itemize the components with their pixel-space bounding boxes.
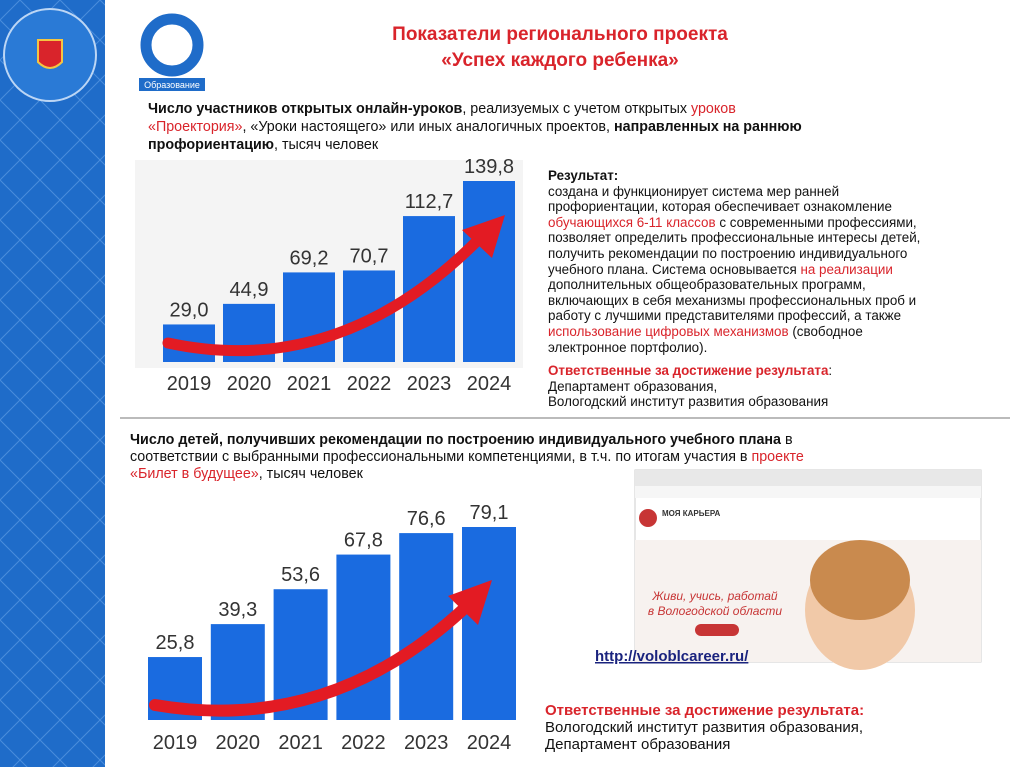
arrow-head bbox=[462, 215, 505, 258]
text: соответствии с выбранными профессиональн… bbox=[130, 449, 752, 465]
text: электронное портфолио). bbox=[548, 339, 708, 355]
value-label: 25,8 bbox=[156, 632, 195, 654]
heading: Ответственные за достижение результата: bbox=[545, 702, 865, 719]
arrow-head bbox=[448, 580, 492, 625]
value-label: 53,6 bbox=[281, 564, 320, 586]
x-tick-label: 2024 bbox=[467, 732, 512, 754]
text: проекте bbox=[751, 449, 804, 465]
text: направленных на раннюю bbox=[613, 119, 802, 135]
text: на реализации bbox=[800, 261, 893, 277]
brand: МОЯ КАРЬЕРА bbox=[662, 509, 720, 518]
x-tick-label: 2023 bbox=[404, 732, 449, 754]
text: Вологодский институт развития образовани… bbox=[545, 719, 864, 736]
x-tick-label: 2019 bbox=[167, 373, 212, 395]
block2-text: Число детей, получивших рекомендации по … bbox=[130, 432, 804, 483]
value-label: 39,3 bbox=[218, 599, 257, 621]
x-tick-label: 2022 bbox=[347, 373, 392, 395]
x-tick-label: 2021 bbox=[287, 373, 332, 395]
logo-ring bbox=[140, 13, 204, 77]
text: : bbox=[828, 363, 833, 379]
x-tick-label: 2019 bbox=[153, 732, 198, 754]
bar bbox=[463, 181, 515, 362]
text: создана и функционирует система мер ранн… bbox=[548, 183, 840, 199]
arrow bbox=[162, 232, 486, 357]
bar bbox=[462, 527, 516, 720]
website-screenshot bbox=[634, 469, 982, 670]
text: , «Уроки настоящего» или иных аналогичны… bbox=[242, 119, 614, 135]
x-tick-label: 2024 bbox=[467, 373, 512, 395]
x-tick-label: 2020 bbox=[216, 732, 261, 754]
sidebar-pattern bbox=[0, 0, 105, 767]
text: в bbox=[780, 432, 793, 448]
value-label: 79,1 bbox=[470, 502, 509, 524]
arrow bbox=[149, 599, 474, 717]
text: с современными профессиями, bbox=[715, 214, 917, 230]
block2-responsible: Ответственные за достижение результата: … bbox=[545, 702, 864, 753]
text: Вологодский институт развития образовани… bbox=[548, 394, 829, 410]
text: Департамент образования, bbox=[548, 378, 718, 394]
x-tick-label: 2021 bbox=[278, 732, 323, 754]
logo-label-bg bbox=[139, 78, 205, 91]
x-tick-label: 2023 bbox=[407, 373, 452, 395]
text: Число детей, получивших рекомендации по … bbox=[130, 432, 781, 448]
emblem-shield bbox=[37, 39, 63, 69]
value-label: 29,0 bbox=[170, 299, 209, 321]
block1-text: Число участников открытых онлайн-уроков,… bbox=[148, 100, 802, 154]
text: «Проектория» bbox=[148, 119, 243, 135]
text: уроков bbox=[690, 101, 736, 117]
bar bbox=[336, 554, 391, 720]
text: работу с лучшими представителями професс… bbox=[548, 308, 902, 324]
text: учебного плана. Система основывается bbox=[548, 261, 801, 277]
title: Показатели регионального проекта bbox=[392, 24, 728, 45]
heading: Ответственные за достижение результата bbox=[548, 363, 829, 379]
x-tick-label: 2022 bbox=[341, 732, 386, 754]
text: получить рекомендации по построению инди… bbox=[548, 245, 908, 261]
text: позволяет определить профессиональные ин… bbox=[548, 230, 921, 246]
text: профориентацию bbox=[148, 137, 275, 153]
value-label: 139,8 bbox=[464, 156, 514, 178]
slogan: Живи, учись, работай bbox=[651, 589, 777, 603]
slogan: в Вологодской области bbox=[648, 604, 782, 618]
title: «Успех каждого ребенка» bbox=[441, 50, 679, 71]
link[interactable]: http://voloblcareer.ru/ bbox=[595, 648, 749, 665]
value-label: 69,2 bbox=[290, 247, 329, 269]
x-tick-label: 2020 bbox=[227, 373, 272, 395]
text: дополнительных общеобразовательных прогр… bbox=[548, 277, 866, 293]
text: Число участников открытых онлайн-уроков bbox=[148, 101, 463, 117]
text: включающих в себя механизмы профессионал… bbox=[548, 292, 917, 308]
text: , тысяч человек bbox=[274, 137, 379, 153]
text: , тысяч человек bbox=[258, 466, 363, 482]
value-label: 70,7 bbox=[350, 245, 389, 267]
text: «Билет в будущее» bbox=[130, 466, 259, 482]
text: Департамент образования bbox=[545, 736, 731, 753]
value-label: 76,6 bbox=[407, 508, 446, 530]
text: (свободное bbox=[788, 323, 863, 339]
value-label: 44,9 bbox=[230, 279, 269, 301]
text: , реализуемых с учетом открытых bbox=[462, 101, 691, 117]
text: обучающихся 6-11 классов bbox=[548, 214, 716, 230]
value-label: 112,7 bbox=[405, 191, 454, 213]
heading: Результат: bbox=[548, 168, 619, 183]
logo-label: Образование bbox=[144, 80, 200, 90]
value-label: 67,8 bbox=[344, 530, 383, 552]
text: профориентации, которая обеспечивает озн… bbox=[548, 199, 892, 215]
result-text: Результат: создана и функционирует систе… bbox=[548, 168, 920, 410]
text: использование цифровых механизмов bbox=[548, 323, 789, 339]
